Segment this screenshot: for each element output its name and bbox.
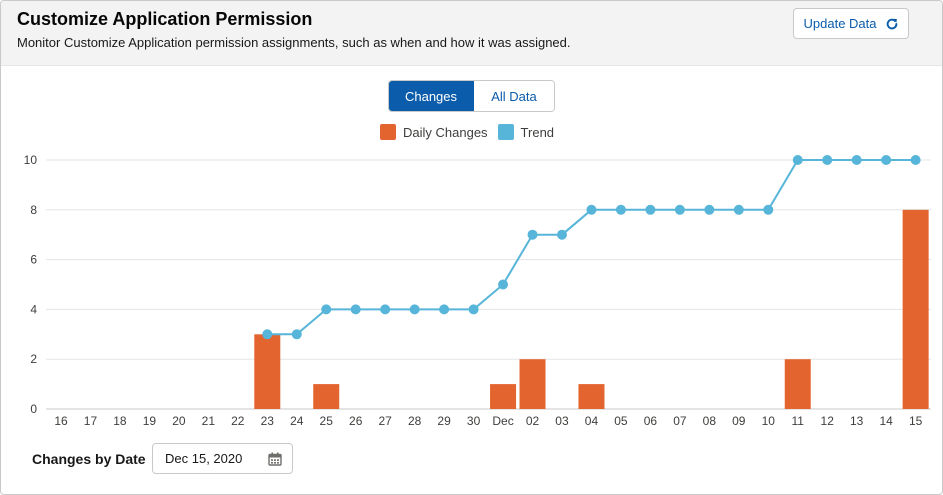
trend-point: [262, 329, 273, 340]
x-tick-label: 11: [792, 414, 805, 428]
x-tick-label: 30: [467, 414, 481, 428]
x-tick-label: 28: [408, 414, 422, 428]
y-tick-label: 10: [24, 153, 38, 167]
trend-point: [586, 204, 597, 215]
trend-point: [615, 204, 626, 215]
tab-changes[interactable]: Changes: [389, 81, 474, 111]
trend-point: [792, 155, 803, 165]
legend-label-trend: Trend: [520, 124, 555, 140]
trend-point: [556, 229, 567, 240]
legend-swatch-daily-changes: [380, 124, 396, 140]
chart-legend: Daily Changes Trend: [380, 124, 564, 140]
x-tick-label: Dec: [492, 414, 513, 428]
trend-point: [498, 279, 509, 290]
x-tick-label: 25: [320, 414, 334, 428]
changes-by-date-label: Changes by Date: [32, 451, 146, 467]
y-tick-label: 2: [30, 352, 37, 366]
legend-label-daily-changes: Daily Changes: [403, 124, 488, 140]
tab-all-data[interactable]: All Data: [474, 81, 554, 111]
update-data-label: Update Data: [803, 16, 877, 31]
x-tick-label: 15: [909, 414, 923, 428]
card-header: Customize Application Permission Monitor…: [1, 1, 942, 66]
trend-point: [851, 155, 862, 165]
legend-item-trend[interactable]: Trend: [497, 124, 555, 140]
x-tick-label: 09: [732, 414, 746, 428]
trend-point: [409, 304, 420, 315]
trend-point: [350, 304, 361, 315]
date-input[interactable]: Dec 15, 2020: [152, 443, 293, 474]
bar: [490, 384, 517, 409]
trend-point: [439, 304, 450, 315]
bar: [902, 209, 929, 409]
x-tick-label: 10: [762, 414, 776, 428]
trend-point: [527, 229, 538, 240]
trend-point: [881, 155, 892, 165]
update-data-button[interactable]: Update Data: [793, 8, 909, 39]
x-tick-label: 06: [644, 414, 658, 428]
x-tick-label: 12: [821, 414, 835, 428]
y-tick-label: 4: [30, 302, 37, 316]
x-tick-label: 20: [172, 414, 186, 428]
trend-point: [910, 155, 921, 165]
x-tick-label: 29: [437, 414, 451, 428]
x-tick-label: 24: [290, 414, 304, 428]
bar: [784, 359, 811, 409]
view-toggle: Changes All Data: [388, 80, 555, 112]
trend-point: [733, 204, 744, 215]
bar: [578, 384, 605, 409]
x-tick-label: 22: [231, 414, 245, 428]
bar: [519, 359, 546, 409]
trend-point: [645, 204, 656, 215]
date-input-value: Dec 15, 2020: [165, 451, 243, 466]
x-tick-label: 23: [261, 414, 275, 428]
x-tick-label: 16: [54, 414, 68, 428]
x-tick-label: 18: [113, 414, 127, 428]
card-title: Customize Application Permission: [17, 9, 313, 29]
x-tick-label: 27: [378, 414, 392, 428]
x-tick-label: 19: [143, 414, 157, 428]
x-tick-label: 26: [349, 414, 363, 428]
x-tick-label: 13: [850, 414, 864, 428]
y-tick-label: 8: [30, 203, 37, 217]
legend-swatch-trend: [497, 124, 514, 140]
trend-point: [291, 329, 302, 340]
bar: [254, 334, 281, 409]
x-tick-label: 21: [202, 414, 216, 428]
bar: [313, 384, 340, 409]
trend-point: [822, 155, 833, 165]
x-tick-label: 05: [614, 414, 628, 428]
x-tick-label: 14: [879, 414, 893, 428]
x-tick-label: 17: [84, 414, 98, 428]
card-subtitle: Monitor Customize Application permission…: [17, 35, 571, 50]
trend-point: [763, 204, 774, 215]
x-tick-label: 02: [526, 414, 540, 428]
y-tick-label: 0: [30, 402, 37, 416]
trend-line: [267, 159, 916, 336]
trend-point: [321, 304, 332, 315]
trend-point: [380, 304, 391, 315]
x-tick-label: 04: [585, 414, 599, 428]
calendar-icon[interactable]: [268, 452, 282, 466]
x-tick-label: 07: [673, 414, 687, 428]
x-tick-label: 03: [555, 414, 569, 428]
trend-point: [674, 204, 685, 215]
y-tick-label: 6: [30, 253, 37, 267]
x-tick-label: 08: [703, 414, 717, 428]
refresh-icon: [886, 18, 897, 29]
trend-point: [704, 204, 715, 215]
trend-point: [468, 304, 479, 315]
legend-item-daily-changes[interactable]: Daily Changes: [380, 124, 488, 140]
